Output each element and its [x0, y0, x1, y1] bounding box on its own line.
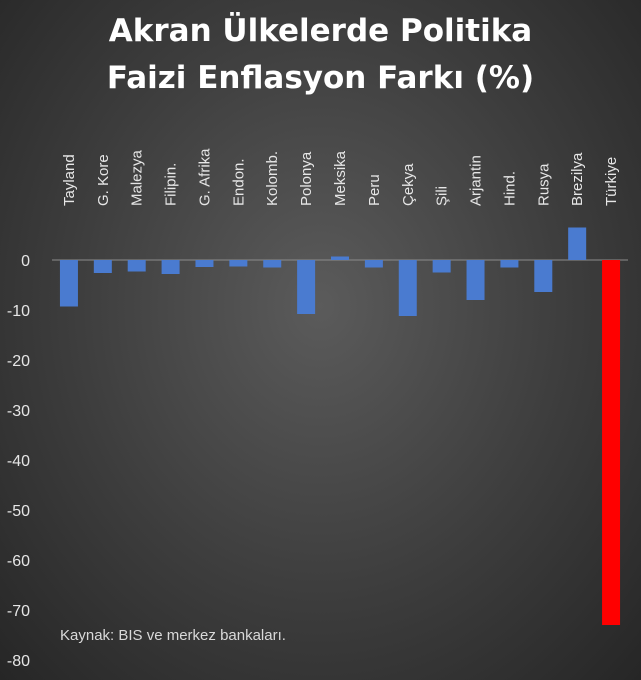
category-label: Tayland	[61, 154, 78, 206]
category-label: Arjantin	[468, 155, 485, 206]
bar-4	[161, 260, 180, 274]
y-tick-label: 0	[21, 253, 30, 270]
bar-6	[229, 260, 248, 267]
bar-7	[263, 260, 282, 268]
y-tick-label: -50	[7, 503, 30, 520]
category-label: Şili	[434, 186, 451, 206]
bar-14	[500, 260, 519, 268]
bar-10	[364, 260, 383, 268]
bar-2	[93, 260, 112, 273]
y-tick-label: -30	[7, 403, 30, 420]
bar-9	[331, 256, 349, 260]
y-tick-label: -10	[7, 303, 30, 320]
category-label: G. Afrika	[196, 148, 213, 206]
bar-16	[568, 227, 587, 260]
category-label: Peru	[366, 174, 383, 206]
y-tick-label: -20	[7, 353, 30, 370]
bar-17	[602, 260, 621, 625]
y-tick-label: -70	[7, 603, 30, 620]
category-label: Malezya	[129, 149, 146, 206]
chart-title-line-2: Faizi Enflasyon Farkı (%)	[106, 60, 535, 96]
category-label: Meksika	[332, 150, 349, 206]
category-label: Türkiye	[603, 157, 620, 206]
y-tick-label: -80	[7, 653, 30, 670]
bar-11	[398, 260, 417, 316]
category-label: G. Kore	[95, 154, 112, 206]
chart-title-line-1: Akran Ülkelerde Politika	[108, 13, 533, 49]
category-label: Polonya	[298, 151, 315, 206]
bar-5	[195, 260, 214, 267]
category-label: Rusya	[535, 163, 552, 206]
category-label: Çekya	[400, 163, 417, 206]
category-label: Filipin.	[163, 163, 180, 206]
bar-1	[59, 260, 78, 307]
category-label: Hind.	[501, 171, 518, 206]
bar-8	[297, 260, 316, 314]
bar-15	[534, 260, 553, 292]
chart-title: Akran Ülkelerde Politika Faizi Enflasyon…	[0, 8, 641, 102]
bar-13	[466, 260, 485, 300]
bar-3	[127, 260, 146, 272]
category-label: Endon.	[230, 158, 247, 206]
y-tick-label: -60	[7, 553, 30, 570]
category-label: Brezilya	[569, 152, 586, 206]
bar-12	[432, 260, 451, 273]
y-tick-label: -40	[7, 453, 30, 470]
category-label: Kolomb.	[264, 151, 281, 206]
source-note: Kaynak: BIS ve merkez bankaları.	[60, 627, 286, 644]
